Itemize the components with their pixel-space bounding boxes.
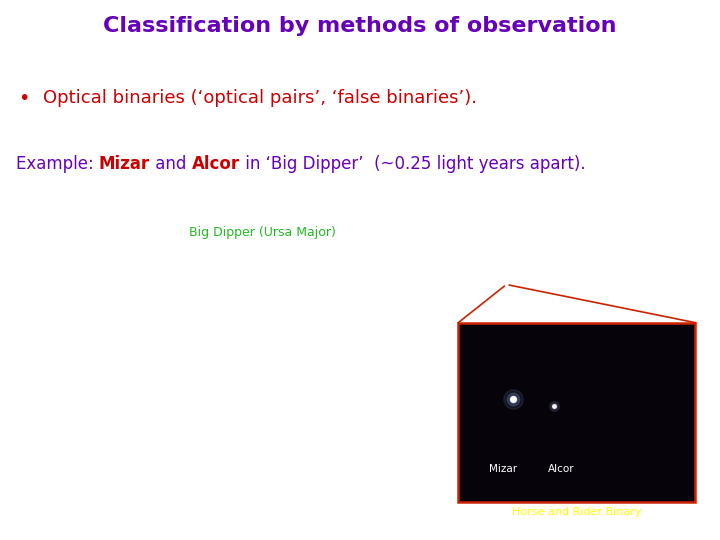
Text: Mizar: Mizar <box>99 156 150 173</box>
Text: Big Dipper (Ursa Major): Big Dipper (Ursa Major) <box>189 226 336 239</box>
Text: Optical binaries (‘optical pairs’, ‘false binaries’).: Optical binaries (‘optical pairs’, ‘fals… <box>43 89 477 107</box>
Text: Horse and Rider Binary: Horse and Rider Binary <box>512 507 642 517</box>
Bar <box>458 323 696 502</box>
Text: Classification by methods of observation: Classification by methods of observation <box>103 16 617 36</box>
Text: Alcor: Alcor <box>548 464 575 474</box>
Text: •: • <box>18 89 30 107</box>
Text: Example:: Example: <box>16 156 99 173</box>
Text: Alcor: Alcor <box>192 156 240 173</box>
Text: Mizar: Mizar <box>489 464 517 474</box>
Text: and: and <box>150 156 192 173</box>
Text: in ‘Big Dipper’  (~0.25 light years apart).: in ‘Big Dipper’ (~0.25 light years apart… <box>240 156 585 173</box>
